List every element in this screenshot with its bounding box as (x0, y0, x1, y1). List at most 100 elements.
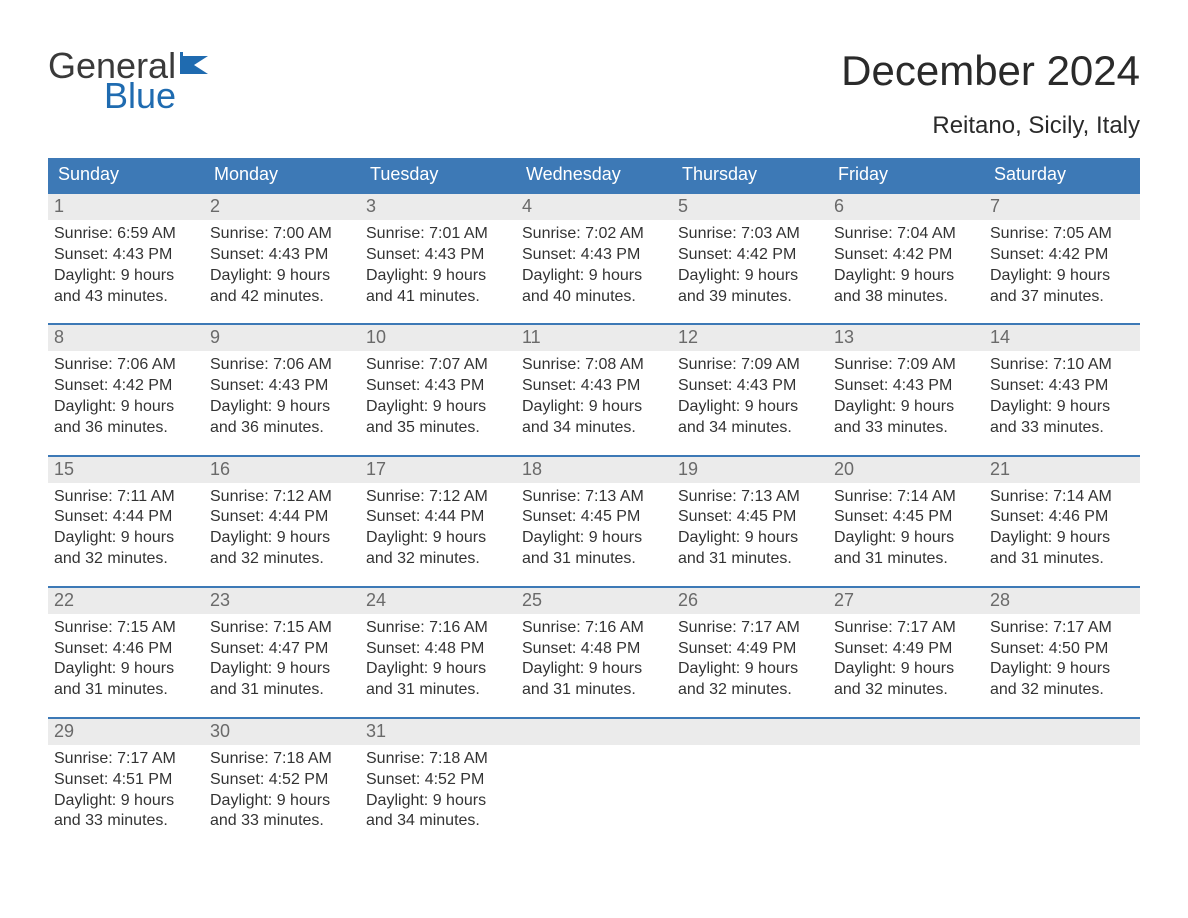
calendar-day: 3Sunrise: 7:01 AMSunset: 4:43 PMDaylight… (360, 194, 516, 307)
day-body: Sunrise: 7:06 AMSunset: 4:43 PMDaylight:… (204, 351, 360, 438)
sunrise-text: Sunrise: 7:17 AM (990, 618, 1134, 639)
sunset-text: Sunset: 4:43 PM (54, 245, 198, 266)
day-number: 4 (516, 194, 672, 220)
daylight-line2: and 32 minutes. (834, 680, 978, 701)
week-row: 15Sunrise: 7:11 AMSunset: 4:44 PMDayligh… (48, 455, 1140, 570)
daylight-line2: and 32 minutes. (678, 680, 822, 701)
header: General Blue December 2024 Reitano, Sici… (48, 48, 1140, 140)
week-row: 1Sunrise: 6:59 AMSunset: 4:43 PMDaylight… (48, 192, 1140, 307)
daylight-line1: Daylight: 9 hours (210, 791, 354, 812)
daylight-line1: Daylight: 9 hours (54, 791, 198, 812)
daylight-line1: Daylight: 9 hours (54, 528, 198, 549)
day-number (516, 719, 672, 745)
calendar-day: 22Sunrise: 7:15 AMSunset: 4:46 PMDayligh… (48, 588, 204, 701)
calendar-day: 19Sunrise: 7:13 AMSunset: 4:45 PMDayligh… (672, 457, 828, 570)
calendar-day (516, 719, 672, 832)
calendar-day: 21Sunrise: 7:14 AMSunset: 4:46 PMDayligh… (984, 457, 1140, 570)
daylight-line2: and 32 minutes. (366, 549, 510, 570)
calendar-day: 8Sunrise: 7:06 AMSunset: 4:42 PMDaylight… (48, 325, 204, 438)
daylight-line1: Daylight: 9 hours (366, 397, 510, 418)
day-number: 9 (204, 325, 360, 351)
daylight-line1: Daylight: 9 hours (990, 659, 1134, 680)
daylight-line2: and 33 minutes. (54, 811, 198, 832)
dow-wednesday: Wednesday (516, 158, 672, 192)
dow-thursday: Thursday (672, 158, 828, 192)
sunrise-text: Sunrise: 7:12 AM (366, 487, 510, 508)
sunset-text: Sunset: 4:43 PM (522, 376, 666, 397)
daylight-line2: and 34 minutes. (522, 418, 666, 439)
sunrise-text: Sunrise: 7:15 AM (210, 618, 354, 639)
day-body: Sunrise: 7:12 AMSunset: 4:44 PMDaylight:… (360, 483, 516, 570)
daylight-line1: Daylight: 9 hours (834, 659, 978, 680)
sunrise-text: Sunrise: 7:15 AM (54, 618, 198, 639)
sunset-text: Sunset: 4:52 PM (366, 770, 510, 791)
day-number: 1 (48, 194, 204, 220)
sunset-text: Sunset: 4:45 PM (678, 507, 822, 528)
sunset-text: Sunset: 4:45 PM (834, 507, 978, 528)
day-body: Sunrise: 7:17 AMSunset: 4:49 PMDaylight:… (828, 614, 984, 701)
daylight-line1: Daylight: 9 hours (210, 659, 354, 680)
sunset-text: Sunset: 4:44 PM (210, 507, 354, 528)
calendar-day: 27Sunrise: 7:17 AMSunset: 4:49 PMDayligh… (828, 588, 984, 701)
daylight-line1: Daylight: 9 hours (834, 397, 978, 418)
day-number: 16 (204, 457, 360, 483)
daylight-line1: Daylight: 9 hours (54, 659, 198, 680)
sunset-text: Sunset: 4:49 PM (834, 639, 978, 660)
calendar-day: 4Sunrise: 7:02 AMSunset: 4:43 PMDaylight… (516, 194, 672, 307)
sunset-text: Sunset: 4:43 PM (366, 245, 510, 266)
logo-text-blue: Blue (104, 78, 214, 114)
daylight-line1: Daylight: 9 hours (366, 659, 510, 680)
day-number: 25 (516, 588, 672, 614)
sunset-text: Sunset: 4:49 PM (678, 639, 822, 660)
day-number: 24 (360, 588, 516, 614)
daylight-line2: and 34 minutes. (678, 418, 822, 439)
calendar-day: 20Sunrise: 7:14 AMSunset: 4:45 PMDayligh… (828, 457, 984, 570)
calendar-day: 6Sunrise: 7:04 AMSunset: 4:42 PMDaylight… (828, 194, 984, 307)
sunrise-text: Sunrise: 7:14 AM (990, 487, 1134, 508)
sunrise-text: Sunrise: 7:07 AM (366, 355, 510, 376)
sunrise-text: Sunrise: 7:16 AM (366, 618, 510, 639)
day-body: Sunrise: 7:18 AMSunset: 4:52 PMDaylight:… (204, 745, 360, 832)
sunrise-text: Sunrise: 7:17 AM (54, 749, 198, 770)
sunrise-text: Sunrise: 7:11 AM (54, 487, 198, 508)
dow-monday: Monday (204, 158, 360, 192)
daylight-line2: and 40 minutes. (522, 287, 666, 308)
day-number (828, 719, 984, 745)
daylight-line1: Daylight: 9 hours (366, 266, 510, 287)
daylight-line2: and 31 minutes. (990, 549, 1134, 570)
logo: General Blue (48, 48, 214, 114)
sunrise-text: Sunrise: 7:12 AM (210, 487, 354, 508)
sunset-text: Sunset: 4:43 PM (834, 376, 978, 397)
sunrise-text: Sunrise: 7:13 AM (522, 487, 666, 508)
sunrise-text: Sunrise: 7:00 AM (210, 224, 354, 245)
daylight-line1: Daylight: 9 hours (990, 528, 1134, 549)
dow-tuesday: Tuesday (360, 158, 516, 192)
title-block: December 2024 Reitano, Sicily, Italy (841, 48, 1140, 140)
day-body: Sunrise: 7:03 AMSunset: 4:42 PMDaylight:… (672, 220, 828, 307)
dow-friday: Friday (828, 158, 984, 192)
day-body: Sunrise: 7:04 AMSunset: 4:42 PMDaylight:… (828, 220, 984, 307)
day-number: 22 (48, 588, 204, 614)
calendar-day: 11Sunrise: 7:08 AMSunset: 4:43 PMDayligh… (516, 325, 672, 438)
calendar-day: 17Sunrise: 7:12 AMSunset: 4:44 PMDayligh… (360, 457, 516, 570)
sunrise-text: Sunrise: 7:18 AM (210, 749, 354, 770)
day-body: Sunrise: 7:00 AMSunset: 4:43 PMDaylight:… (204, 220, 360, 307)
location: Reitano, Sicily, Italy (841, 112, 1140, 140)
day-number: 3 (360, 194, 516, 220)
day-body: Sunrise: 7:16 AMSunset: 4:48 PMDaylight:… (360, 614, 516, 701)
sunset-text: Sunset: 4:43 PM (210, 245, 354, 266)
day-body: Sunrise: 7:15 AMSunset: 4:46 PMDaylight:… (48, 614, 204, 701)
calendar-day: 2Sunrise: 7:00 AMSunset: 4:43 PMDaylight… (204, 194, 360, 307)
day-number: 18 (516, 457, 672, 483)
dow-sunday: Sunday (48, 158, 204, 192)
daylight-line2: and 31 minutes. (678, 549, 822, 570)
calendar-page: General Blue December 2024 Reitano, Sici… (0, 0, 1188, 918)
day-number: 21 (984, 457, 1140, 483)
day-number: 29 (48, 719, 204, 745)
day-body: Sunrise: 7:07 AMSunset: 4:43 PMDaylight:… (360, 351, 516, 438)
day-number: 7 (984, 194, 1140, 220)
day-number (984, 719, 1140, 745)
day-body: Sunrise: 7:17 AMSunset: 4:51 PMDaylight:… (48, 745, 204, 832)
day-body: Sunrise: 7:09 AMSunset: 4:43 PMDaylight:… (828, 351, 984, 438)
daylight-line2: and 33 minutes. (990, 418, 1134, 439)
